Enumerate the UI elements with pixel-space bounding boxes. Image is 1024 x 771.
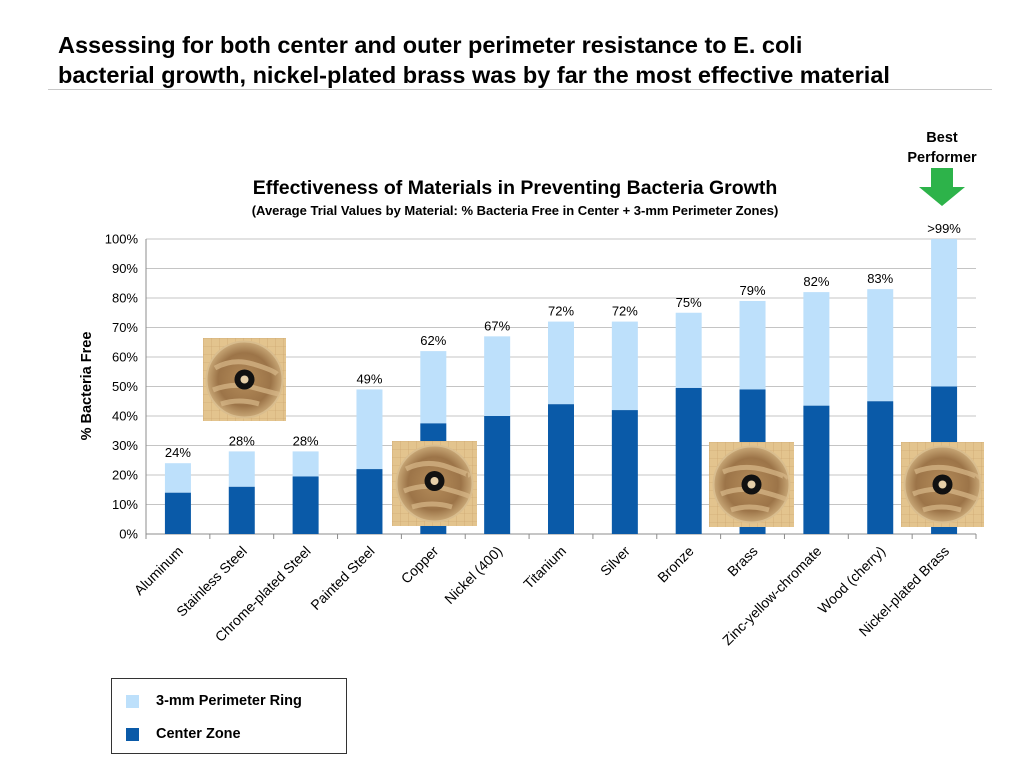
legend-item-perimeter: 3-mm Perimeter Ring [126, 691, 302, 711]
bar-total-label: 62% [420, 333, 446, 348]
headline-line-1: Assessing for both center and outer peri… [58, 32, 803, 58]
petri-dish-photo-nickel-plated-brass [901, 442, 984, 527]
chart-title: Effectiveness of Materials in Preventing… [253, 177, 778, 199]
bar-perimeter-ring [228, 451, 255, 487]
bar-center-zone [675, 387, 702, 534]
y-tick-label: 70% [112, 320, 138, 335]
bar-center-zone [292, 476, 319, 534]
bar-perimeter-ring [164, 463, 191, 493]
headline-line-2: bacterial growth, nickel-plated brass wa… [58, 62, 890, 88]
bar-center-zone [867, 401, 894, 534]
bar-perimeter-ring [867, 289, 894, 402]
bar-total-label: 75% [676, 295, 702, 310]
petri-dish-photo-brass [709, 442, 794, 527]
y-axis-label: % Bacteria Free [79, 332, 95, 441]
headline: Assessing for both center and outer peri… [58, 30, 1008, 90]
bar-total-label: 79% [740, 283, 766, 298]
bar-total-label: 72% [548, 304, 574, 319]
bar-perimeter-ring [548, 321, 574, 405]
petri-dish-photo-aluminum [203, 338, 286, 421]
legend-swatch-perimeter [126, 694, 139, 708]
y-tick-label: 100% [105, 232, 139, 247]
divider [48, 89, 992, 90]
y-tick-label: 90% [112, 261, 138, 276]
category-label: Nickel (400) [441, 543, 505, 607]
y-axis-ticks: 0% 10% 20% 30% 40% 50% 60% 70% 80% 90% 100% [105, 232, 139, 542]
bar-center-zone [611, 410, 638, 534]
petri-dish-photo-copper [392, 441, 477, 526]
bar-total-label: >99% [927, 221, 961, 236]
bar-total-label: 72% [612, 304, 638, 319]
y-tick-label: 60% [112, 350, 138, 365]
bar-perimeter-ring [420, 351, 447, 424]
chart-subtitle: (Average Trial Values by Material: % Bac… [252, 203, 779, 218]
legend-item-center: Center Zone [126, 724, 241, 744]
legend: 3-mm Perimeter Ring Center Zone [111, 678, 347, 754]
legend-swatch-center [126, 727, 139, 741]
callout-performer: Performer [907, 150, 977, 166]
y-tick-label: 10% [112, 497, 138, 512]
category-label: Brass [724, 543, 761, 580]
down-arrow-icon [919, 168, 965, 206]
bar-center-zone [803, 405, 830, 534]
bar-total-label: 83% [867, 271, 893, 286]
y-tick-label: 40% [112, 409, 138, 424]
bar-total-label: 82% [803, 274, 829, 289]
category-label: Silver [597, 543, 633, 579]
bar-perimeter-ring [292, 451, 319, 477]
category-label: Bronze [654, 543, 697, 586]
category-label: Titanium [520, 543, 569, 592]
bar-perimeter-ring [739, 300, 766, 390]
bar-total-label: 49% [356, 371, 382, 386]
category-label: Aluminum [131, 543, 186, 598]
y-tick-label: 20% [112, 468, 138, 483]
callout-best: Best [926, 130, 958, 146]
bar-center-zone [164, 492, 191, 534]
y-tick-label: 30% [112, 438, 138, 453]
legend-label-perimeter: 3-mm Perimeter Ring [156, 693, 302, 709]
bar-center-zone [484, 416, 511, 534]
bar-total-label: 24% [165, 445, 191, 460]
bar-perimeter-ring [611, 321, 638, 411]
bar-perimeter-ring [356, 389, 383, 470]
y-tick-label: 80% [112, 291, 138, 306]
bar-perimeter-ring [931, 239, 958, 387]
bar-perimeter-ring [484, 336, 511, 416]
data-labels: 24% 28% 28% 49% 62% 67% 72% 72% 75% 79% 82% 83% >99% [165, 221, 961, 460]
bar-center-zone [228, 486, 255, 534]
legend-label-center: Center Zone [156, 726, 241, 742]
bar-total-label: 67% [484, 318, 510, 333]
category-label: Copper [398, 543, 442, 587]
bar-center-zone [548, 404, 574, 534]
bar-center-zone [356, 469, 383, 534]
bar-total-label: 28% [229, 433, 255, 448]
bar-total-label: 28% [293, 433, 319, 448]
y-tick-label: 50% [112, 379, 138, 394]
category-label: Painted Steel [307, 543, 377, 613]
bar-perimeter-ring [675, 312, 702, 388]
bar-perimeter-ring [803, 292, 830, 406]
y-tick-label: 0% [119, 527, 138, 542]
